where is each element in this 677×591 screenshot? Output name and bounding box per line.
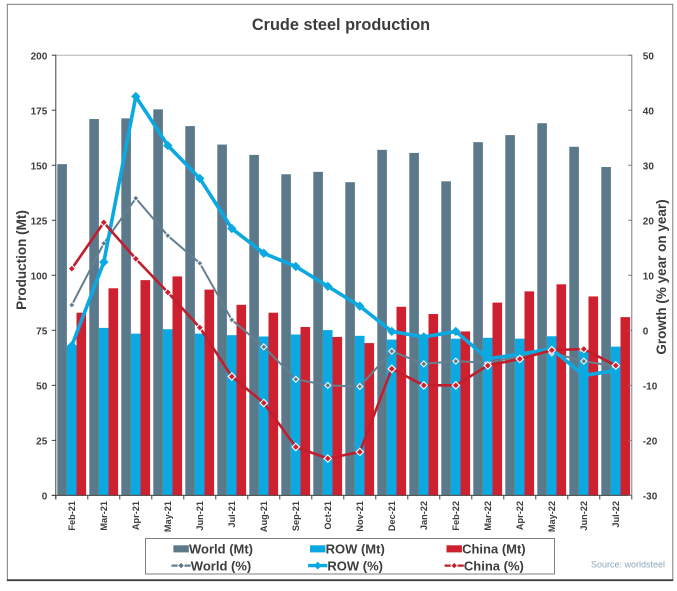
svg-text:150: 150 (31, 161, 48, 172)
svg-text:50: 50 (643, 51, 655, 62)
svg-text:ROW (Mt): ROW (Mt) (326, 541, 385, 556)
svg-text:Jun-22: Jun-22 (579, 501, 589, 531)
svg-text:May-21: May-21 (163, 501, 173, 532)
svg-text:Jan-22: Jan-22 (419, 501, 429, 530)
svg-text:Nov-21: Nov-21 (355, 501, 365, 532)
svg-text:Oct-21: Oct-21 (323, 501, 333, 530)
svg-text:100: 100 (31, 272, 48, 283)
svg-text:25: 25 (36, 437, 48, 448)
svg-text:30: 30 (643, 161, 655, 172)
svg-text:175: 175 (31, 106, 48, 117)
svg-text:China (%): China (%) (464, 558, 524, 573)
svg-text:-10: -10 (643, 382, 658, 393)
svg-text:20: 20 (643, 216, 655, 227)
svg-text:Apr-22: Apr-22 (515, 501, 525, 530)
svg-text:Sep-21: Sep-21 (291, 501, 301, 531)
svg-text:Production (Mt): Production (Mt) (14, 210, 29, 310)
svg-text:0: 0 (643, 327, 649, 338)
svg-text:Aug-21: Aug-21 (259, 501, 269, 532)
svg-text:Jun-21: Jun-21 (195, 501, 205, 531)
svg-text:ROW (%): ROW (%) (327, 558, 383, 573)
svg-text:Mar-21: Mar-21 (99, 501, 109, 531)
svg-text:Dec-21: Dec-21 (387, 501, 397, 531)
svg-text:200: 200 (31, 51, 48, 62)
svg-text:Feb-22: Feb-22 (451, 501, 461, 531)
svg-text:Feb-21: Feb-21 (67, 501, 77, 531)
svg-text:125: 125 (31, 216, 48, 227)
svg-text:Growth (% year on year): Growth (% year on year) (654, 199, 669, 354)
svg-text:May-22: May-22 (547, 501, 557, 532)
svg-text:China (Mt): China (Mt) (462, 541, 526, 556)
svg-text:World (Mt): World (Mt) (189, 541, 253, 556)
svg-text:-30: -30 (643, 492, 658, 503)
svg-text:Apr-21: Apr-21 (131, 501, 141, 530)
svg-text:0: 0 (42, 492, 48, 503)
svg-text:World (%): World (%) (191, 558, 251, 573)
svg-text:Crude steel production: Crude steel production (252, 16, 430, 34)
svg-text:Jul-21: Jul-21 (227, 501, 237, 528)
svg-text:Jul-22: Jul-22 (611, 501, 621, 528)
svg-text:75: 75 (36, 327, 48, 338)
svg-text:10: 10 (643, 272, 655, 283)
svg-text:50: 50 (36, 382, 48, 393)
svg-text:Mar-22: Mar-22 (483, 501, 493, 531)
svg-text:-20: -20 (643, 437, 658, 448)
svg-text:40: 40 (643, 106, 655, 117)
svg-text:Source: worldsteel: Source: worldsteel (591, 560, 665, 570)
